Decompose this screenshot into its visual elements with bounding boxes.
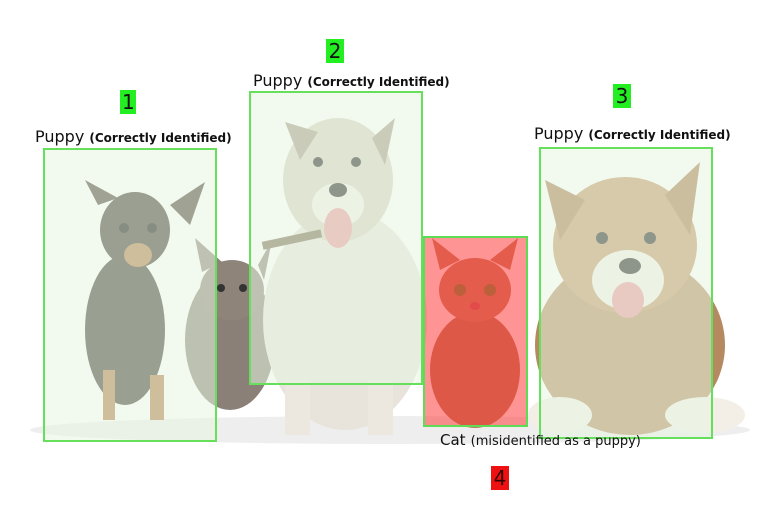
detection-note-4: (misidentified as a puppy)	[470, 434, 641, 449]
detection-note-1: (Correctly Identified)	[89, 131, 232, 145]
detection-label-4: Cat	[440, 431, 466, 449]
detection-label-1: Puppy	[35, 127, 85, 146]
detection-label-2: Puppy	[253, 71, 303, 90]
detection-number-2: 2	[326, 39, 344, 63]
detection-note-2: (Correctly Identified)	[307, 75, 450, 89]
detection-box-1	[43, 148, 217, 442]
detection-number-1: 1	[120, 90, 136, 114]
detection-box-4	[423, 236, 528, 427]
detection-box-3	[539, 147, 713, 439]
detection-number-4: 4	[491, 466, 509, 490]
detection-label-3: Puppy	[534, 124, 584, 143]
detection-caption-2: Puppy (Correctly Identified)	[253, 71, 450, 90]
detection-note-3: (Correctly Identified)	[588, 128, 731, 142]
detection-caption-3: Puppy (Correctly Identified)	[534, 124, 731, 143]
detection-box-2	[249, 91, 423, 385]
detection-number-3: 3	[613, 84, 631, 108]
detection-caption-1: Puppy (Correctly Identified)	[35, 127, 232, 146]
detection-caption-4: Cat (misidentified as a puppy)	[440, 430, 641, 449]
